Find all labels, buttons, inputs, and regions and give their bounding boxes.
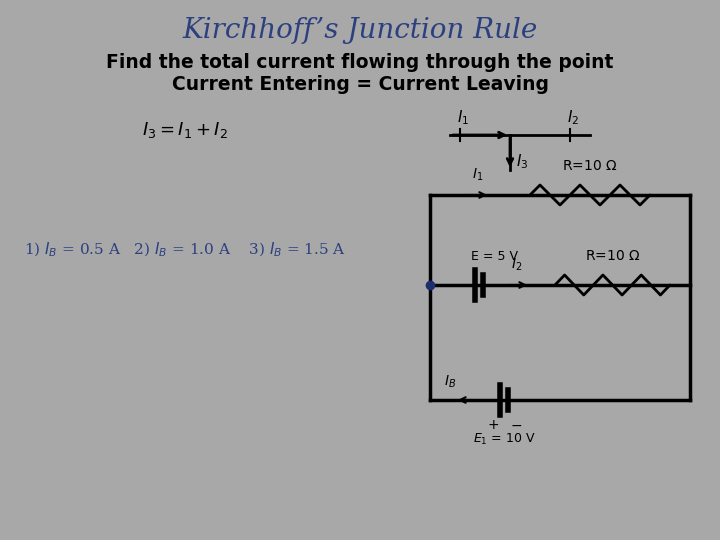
Text: $I_3 = I_1 + I_2$: $I_3 = I_1 + I_2$ [142,120,228,140]
Text: +: + [487,418,499,432]
Text: $I_2$: $I_2$ [511,256,523,273]
Text: Kirchhoff’s Junction Rule: Kirchhoff’s Junction Rule [182,17,538,44]
Text: 1) $I_B$ = 0.5 A   2) $I_B$ = 1.0 A    3) $I_B$ = 1.5 A: 1) $I_B$ = 0.5 A 2) $I_B$ = 1.0 A 3) $I_… [24,241,346,259]
Text: Current Entering = Current Leaving: Current Entering = Current Leaving [171,76,549,94]
Text: $I_3$: $I_3$ [516,153,528,171]
Text: $E_1$ = 10 V: $E_1$ = 10 V [473,432,535,447]
Text: $-$: $-$ [510,418,522,432]
Text: R=10 $\Omega$: R=10 $\Omega$ [585,249,640,263]
Text: $I_2$: $I_2$ [567,109,579,127]
Text: E = 5 V: E = 5 V [471,250,518,263]
Text: $I_1$: $I_1$ [457,109,469,127]
Text: Find the total current flowing through the point: Find the total current flowing through t… [107,53,613,72]
Text: R=10 $\Omega$: R=10 $\Omega$ [562,159,618,173]
Text: $I_B$: $I_B$ [444,374,456,390]
Text: $I_1$: $I_1$ [472,167,484,183]
